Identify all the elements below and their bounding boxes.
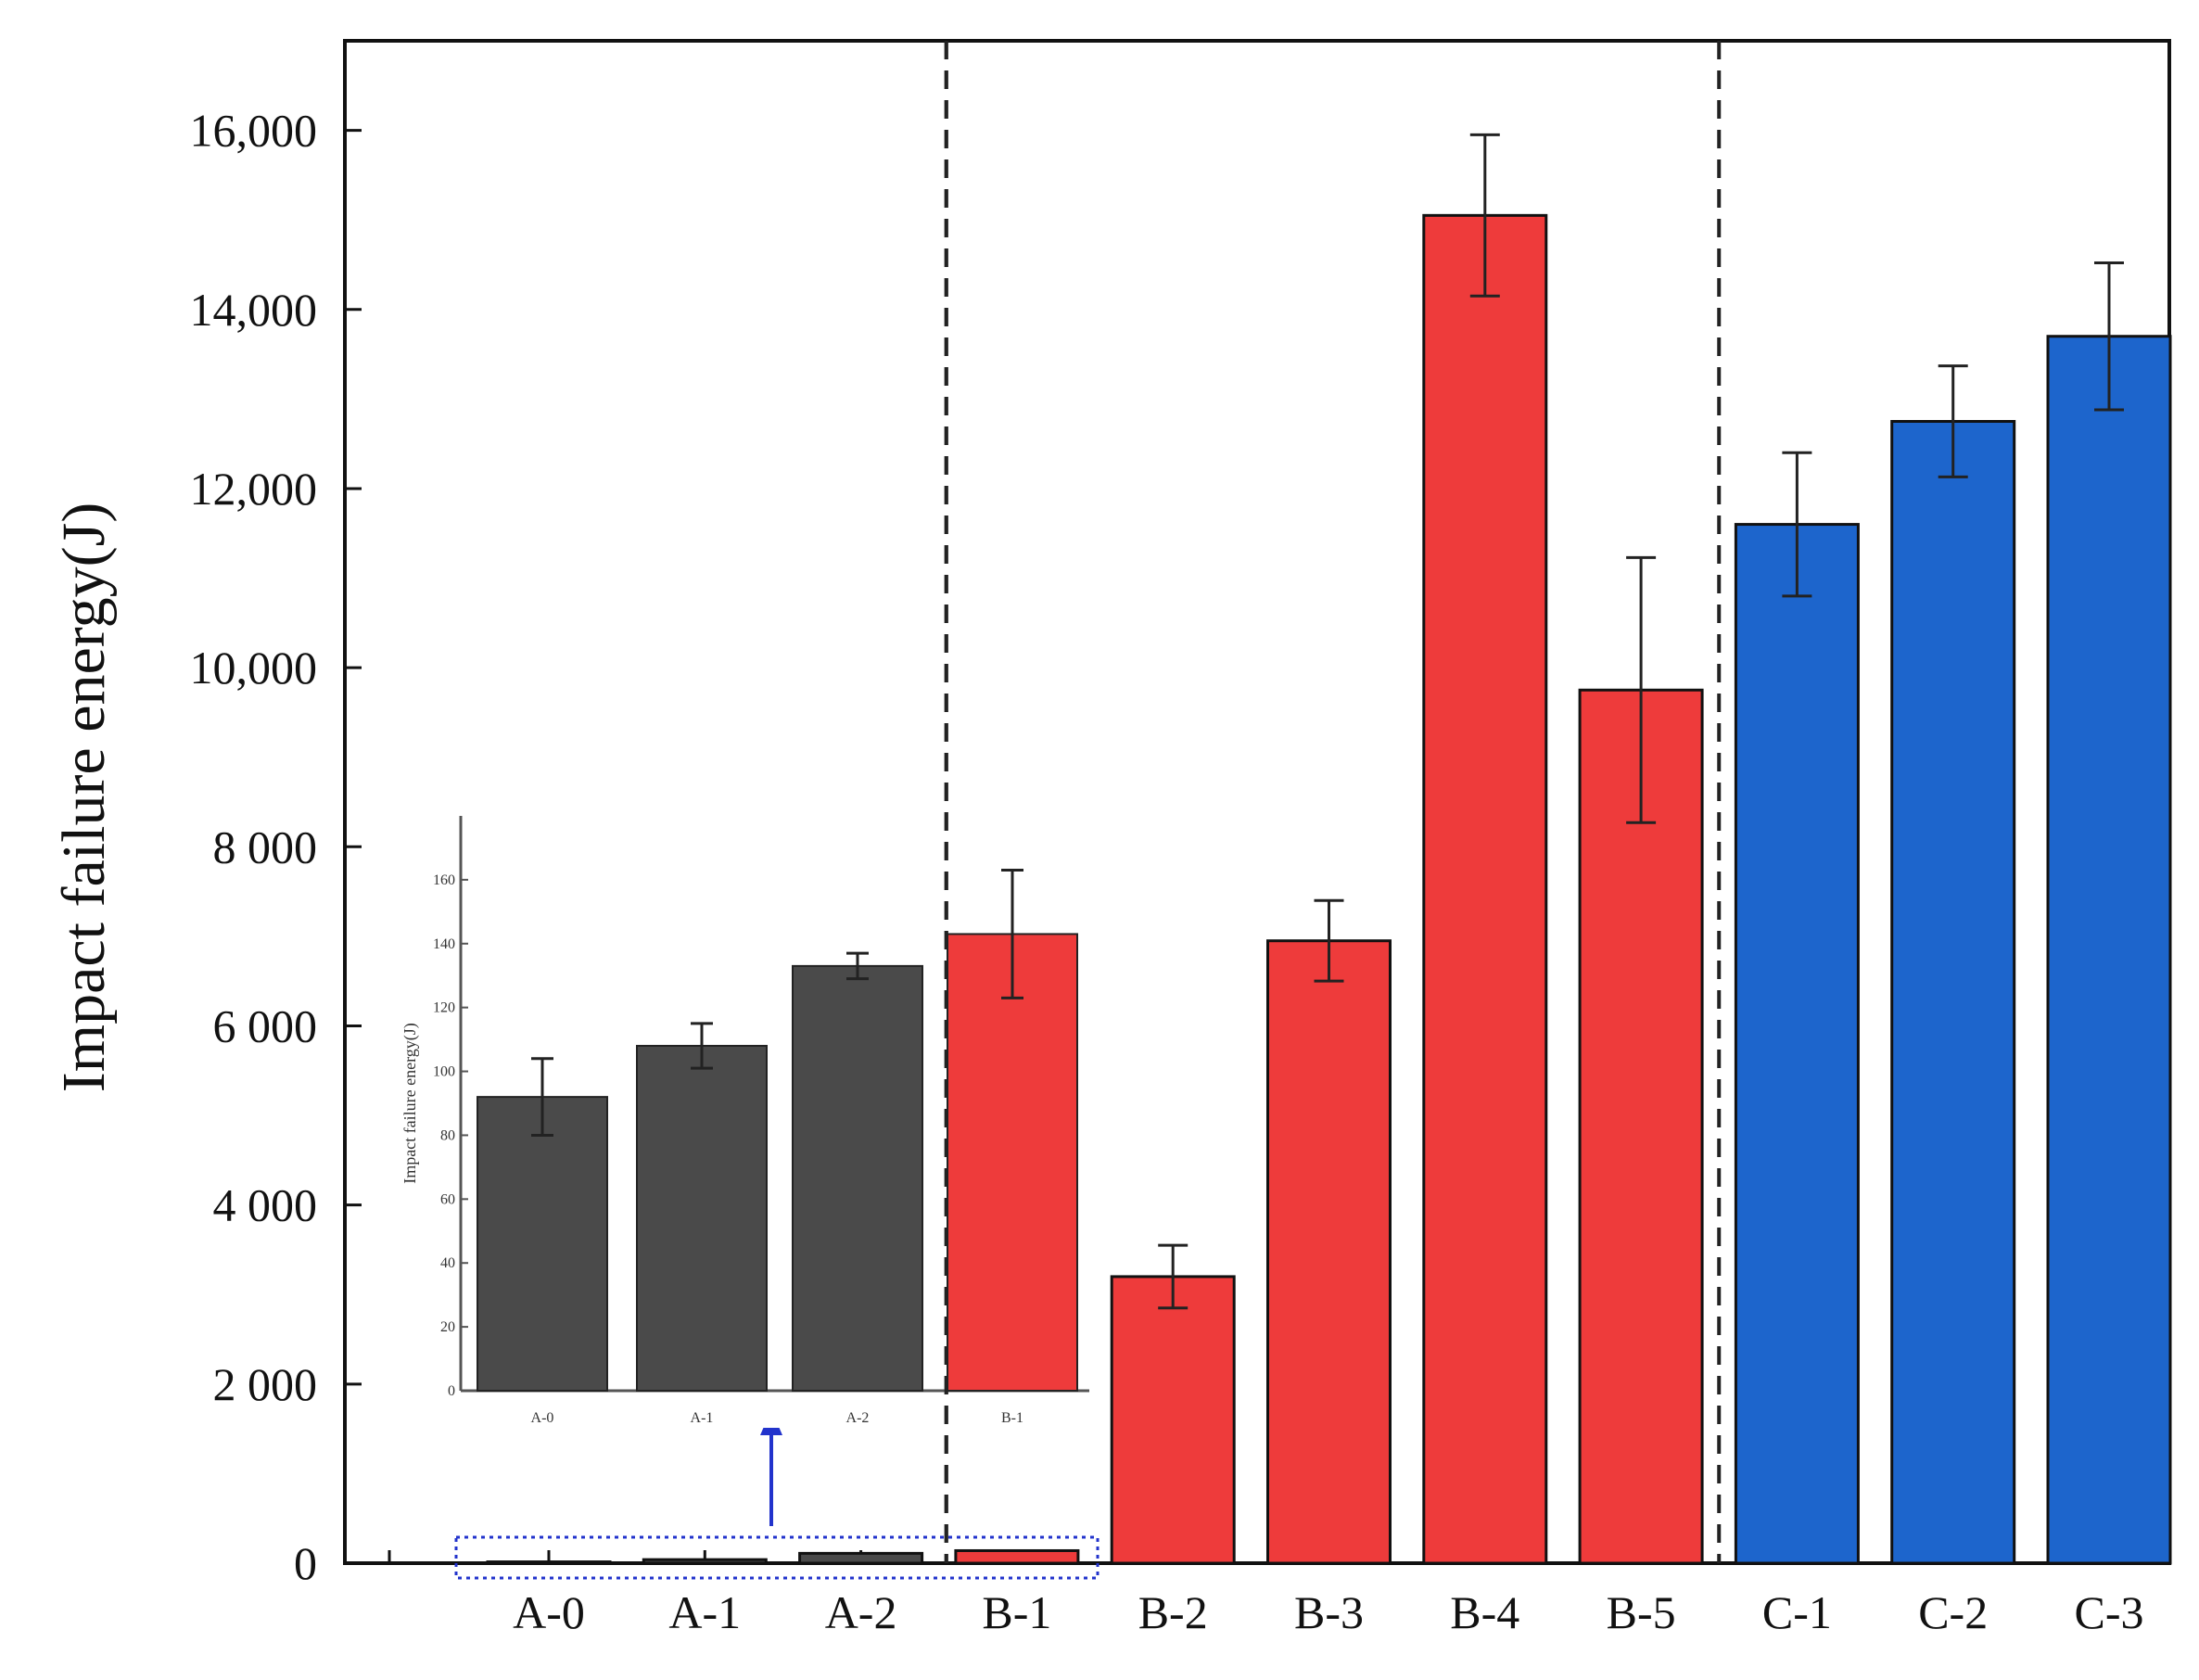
inset-y-tick-label: 0 — [448, 1383, 455, 1399]
y-tick-label: 4 000 — [213, 1179, 318, 1231]
bar-A-2 — [798, 1551, 924, 1565]
x-tick-label: B-1 — [982, 1586, 1051, 1638]
inset-bar-B-1 — [947, 933, 1078, 1392]
inset-y-tick-label: 140 — [433, 936, 455, 952]
x-tick-label: B-3 — [1294, 1586, 1364, 1638]
x-tick-label: B-5 — [1607, 1586, 1676, 1638]
zoom-region-box — [454, 1535, 1100, 1580]
bar-B-4 — [1422, 213, 1548, 1565]
x-tick-label: A-1 — [668, 1586, 741, 1638]
bar-B-5 — [1578, 688, 1704, 1565]
inset-y-axis-label: Impact failure energy(J) — [400, 1023, 420, 1184]
inset-y-tick-label: 60 — [440, 1191, 455, 1207]
inset-x-tick-label: B-1 — [1001, 1410, 1023, 1426]
inset-y-tick-label: 120 — [433, 1000, 455, 1016]
inset-y-tick-label: 80 — [440, 1127, 455, 1143]
inset-x-tick-label: A-0 — [531, 1410, 554, 1426]
x-tick-label: C-1 — [1762, 1586, 1832, 1638]
bar-B-3 — [1266, 939, 1392, 1565]
inset-plot: 0 20 40 60 80 100 120 140 160 A-0 A-1 A-2 B-1 Impact … — [399, 41, 1089, 1563]
bar-C-1 — [1734, 523, 1860, 1565]
y-tick-label: 6 000 — [213, 999, 318, 1051]
inset-y-tick-label: 40 — [440, 1255, 455, 1271]
bar-C-3 — [2046, 335, 2172, 1565]
x-tick-label: B-2 — [1138, 1586, 1208, 1638]
bar-B-1 — [954, 1548, 1080, 1565]
y-tick-label: 12,000 — [190, 463, 318, 515]
x-tick-label: C-3 — [2075, 1586, 2144, 1638]
inset-y-tick-label: 100 — [433, 1064, 455, 1080]
bar-C-2 — [1890, 420, 2016, 1565]
y-tick-label: 10,000 — [190, 642, 318, 694]
bar-A-0 — [486, 1560, 612, 1565]
x-tick-label: A-2 — [825, 1586, 897, 1638]
x-tick-label: C-2 — [1918, 1586, 1988, 1638]
inset-bar-A-0 — [477, 1096, 608, 1392]
x-tick-label: A-0 — [513, 1586, 585, 1638]
bar-A-1 — [642, 1558, 768, 1565]
inset-y-tick-label: 20 — [440, 1319, 455, 1335]
bar-B-2 — [1110, 1275, 1236, 1565]
y-tick-label: 0 — [294, 1537, 317, 1589]
y-tick-label: 16,000 — [190, 105, 318, 157]
y-axis-label: Impact failure energy(J) — [50, 503, 118, 1092]
y-tick-label: 8 000 — [213, 821, 318, 872]
main-plot: 0 2 000 4 000 6 000 8 000 10,000 12,000 14,000 1… — [190, 39, 2172, 1638]
inset-x-tick-label: A-1 — [691, 1410, 714, 1426]
inset-y-tick-label: 160 — [433, 872, 455, 888]
inset-bar-A-2 — [792, 964, 923, 1393]
y-tick-label: 14,000 — [190, 284, 318, 336]
x-tick-label: B-4 — [1450, 1586, 1519, 1638]
y-tick-label: 2 000 — [213, 1358, 318, 1410]
inset-bar-A-1 — [636, 1045, 768, 1392]
inset-x-tick-label: A-2 — [846, 1410, 870, 1426]
